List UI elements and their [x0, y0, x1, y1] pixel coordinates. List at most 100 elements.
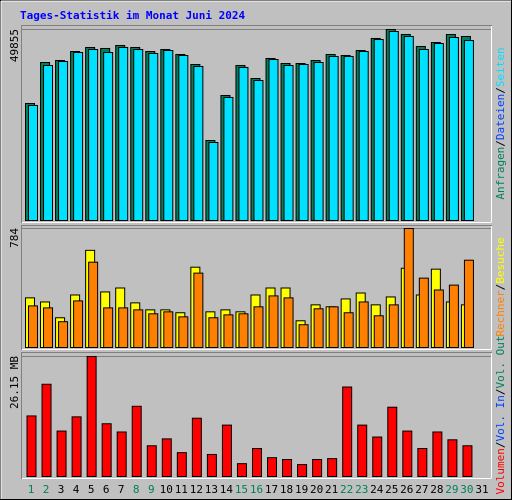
- legend: Anfragen/Dateien/Seiten: [494, 47, 507, 199]
- x-tick-label: 20: [310, 483, 323, 496]
- bar: [357, 424, 368, 478]
- x-tick-label: 12: [190, 483, 203, 496]
- x-tick-label: 11: [175, 483, 188, 496]
- bar: [101, 423, 112, 478]
- x-tick-label: 19: [295, 483, 308, 496]
- bar: [403, 35, 414, 221]
- bar: [373, 315, 384, 349]
- bar: [163, 311, 174, 348]
- bar: [28, 305, 38, 348]
- bar: [298, 324, 309, 349]
- bar: [328, 306, 339, 349]
- x-tick-label: 7: [118, 483, 125, 496]
- y-tick-label: 49855: [8, 29, 21, 62]
- bar: [223, 314, 234, 348]
- x-tick-label: 8: [133, 483, 140, 496]
- x-tick-label: 27: [415, 483, 428, 496]
- bar: [41, 383, 52, 477]
- bar: [206, 453, 217, 478]
- bar: [343, 55, 354, 221]
- x-tick-label: 14: [220, 483, 234, 496]
- bar: [313, 62, 324, 221]
- legend-separator: /: [494, 140, 507, 147]
- bar: [282, 459, 293, 477]
- bar: [327, 458, 338, 477]
- x-tick-label: 22: [340, 483, 353, 496]
- legend-separator: /: [494, 441, 507, 448]
- x-tick-label: 21: [325, 483, 338, 496]
- bar: [388, 31, 399, 221]
- bar: [43, 64, 54, 221]
- x-tick-label: 15: [235, 483, 248, 496]
- bar: [253, 80, 264, 221]
- bar: [358, 301, 369, 349]
- bar: [238, 313, 249, 348]
- bar: [88, 49, 99, 222]
- legend-entry: Vol. In: [494, 395, 507, 441]
- bar: [58, 321, 69, 349]
- bar: [43, 307, 54, 349]
- bar: [58, 61, 69, 221]
- bar: [118, 46, 129, 221]
- bar: [433, 289, 444, 348]
- x-tick-label: 30: [460, 483, 473, 496]
- bar: [163, 50, 174, 221]
- bar: [251, 448, 262, 478]
- x-tick-label: 26: [400, 483, 413, 496]
- bar: [312, 459, 323, 477]
- legend-entry: Besuche: [494, 237, 507, 283]
- bar: [358, 51, 369, 221]
- x-tick-label: 18: [280, 483, 293, 496]
- x-tick-label: 23: [355, 483, 368, 496]
- bar: [403, 228, 414, 348]
- bar: [298, 63, 309, 221]
- bar: [268, 59, 279, 221]
- bar: [176, 452, 187, 477]
- bar: [116, 431, 127, 478]
- bar: [208, 317, 219, 348]
- bar: [268, 295, 279, 348]
- bar: [402, 430, 413, 478]
- bar: [178, 316, 189, 349]
- bar: [448, 284, 459, 348]
- bar: [86, 356, 97, 477]
- bar: [417, 448, 428, 478]
- x-tick-label: 31: [475, 483, 488, 496]
- bar: [73, 300, 84, 349]
- bar: [433, 43, 444, 222]
- bar: [448, 36, 459, 221]
- legend-entry: Rechner: [494, 290, 507, 337]
- bar: [343, 312, 354, 348]
- legend-separator: /: [494, 284, 507, 291]
- y-tick-label: 784: [8, 228, 21, 248]
- bar: [342, 386, 353, 478]
- x-tick-label: 24: [370, 483, 384, 496]
- legend-separator: /: [494, 389, 507, 396]
- bar: [418, 49, 429, 222]
- bar: [283, 64, 294, 221]
- legend-entry: Dateien: [494, 94, 507, 140]
- bar: [56, 430, 67, 478]
- legend-entry: Anfragen: [494, 147, 507, 200]
- legend-entry: Volumen: [494, 448, 507, 494]
- bar: [103, 52, 114, 222]
- legend: Volumen/Vol. In/Vol. Out: [494, 336, 507, 495]
- bar: [238, 66, 249, 221]
- legend-entry: Seiten: [494, 47, 507, 87]
- bar: [26, 415, 37, 478]
- bar: [133, 49, 144, 222]
- bar: [148, 313, 159, 348]
- bar: [372, 436, 383, 477]
- bar: [462, 445, 473, 477]
- x-tick-label: 17: [265, 483, 278, 496]
- bar: [223, 96, 234, 221]
- x-tick-label: 2: [43, 483, 50, 496]
- bar: [221, 424, 232, 478]
- x-tick-label: 25: [385, 483, 398, 496]
- x-tick-label: 4: [73, 483, 80, 496]
- bar: [328, 55, 339, 221]
- bar: [373, 39, 384, 221]
- bar: [447, 439, 458, 478]
- x-tick-label: 1: [28, 483, 35, 496]
- bar: [178, 54, 189, 222]
